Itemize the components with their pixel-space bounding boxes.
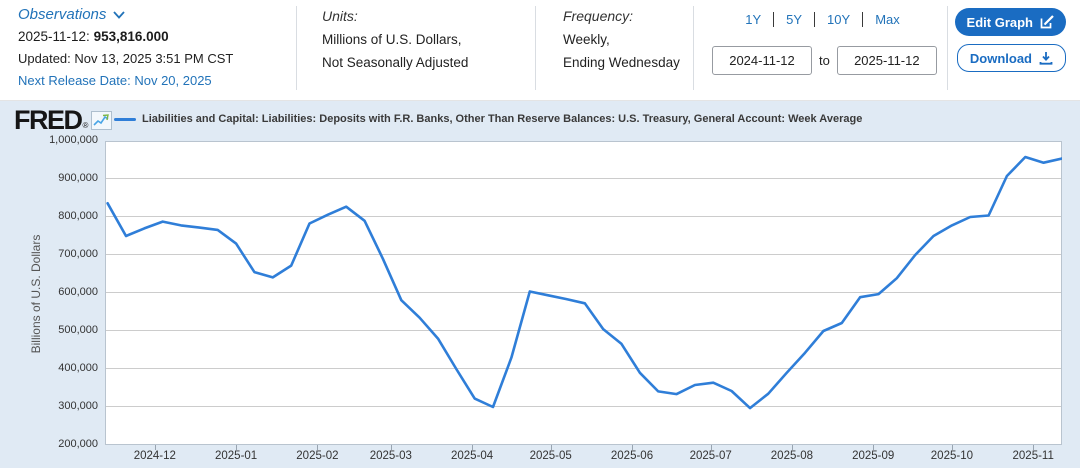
range-divider	[862, 12, 864, 27]
frequency-block: Frequency: Weekly, Ending Wednesday	[563, 8, 680, 70]
series-line[interactable]	[106, 155, 1064, 410]
plot-border	[105, 141, 1062, 445]
frequency-label: Frequency:	[563, 8, 634, 24]
legend-line-swatch	[114, 117, 136, 121]
x-tick-mark	[951, 445, 953, 450]
legend-label: Liabilities and Capital: Liabilities: De…	[142, 113, 863, 125]
updated-timestamp: Updated: Nov 13, 2025 3:51 PM CST	[18, 51, 234, 66]
x-tick-label: 2025-04	[450, 450, 494, 462]
range-button-max[interactable]: Max	[875, 12, 900, 27]
frequency-value-line1: Weekly,	[563, 32, 610, 47]
fred-logo-text: FRED	[14, 105, 83, 135]
y-tick-label: 900,000	[58, 172, 98, 184]
next-release-link[interactable]: Next Release Date: Nov 20, 2025	[18, 73, 212, 88]
chevron-down-icon	[113, 10, 126, 19]
x-tick-label: 2025-08	[770, 450, 813, 462]
y-tick-label: 500,000	[58, 324, 98, 336]
edit-icon	[1040, 15, 1054, 29]
y-tick-label: 800,000	[58, 210, 98, 222]
chart-plot[interactable]	[105, 141, 1064, 445]
observations-label: Observations	[18, 6, 107, 23]
x-tick-mark	[873, 445, 875, 450]
x-tick-label: 2025-02	[296, 450, 339, 462]
x-tick-label: 2025-06	[610, 450, 654, 462]
latest-observation-value: 953,816.000	[93, 29, 169, 44]
download-label: Download	[969, 50, 1032, 66]
chart-area: FRED ® Liabilities and Capital: Liabilit…	[0, 100, 1080, 468]
date-range-controls: to	[712, 46, 937, 75]
range-divider	[814, 12, 816, 27]
x-tick-mark	[791, 445, 793, 450]
edit-graph-label: Edit Graph	[966, 14, 1033, 30]
units-value-line1: Millions of U.S. Dollars,	[322, 32, 462, 47]
y-tick-label: 300,000	[58, 400, 98, 412]
y-tick-label: 700,000	[58, 248, 98, 260]
x-tick-label: 2025-11	[1012, 450, 1054, 462]
units-value-line2: Not Seasonally Adjusted	[322, 55, 469, 70]
x-tick-label: 2025-01	[214, 450, 258, 462]
y-tick-label: 600,000	[58, 286, 98, 298]
graph-header: Observations 2025-11-12: 953,816.000 Upd…	[0, 0, 1080, 100]
y-tick-label: 1,000,000	[49, 134, 98, 146]
x-tick-label: 2025-10	[930, 450, 973, 462]
edit-graph-button[interactable]: Edit Graph	[954, 8, 1066, 36]
range-button-1y[interactable]: 1Y	[745, 12, 762, 27]
range-button-10y[interactable]: 10Y	[827, 12, 851, 27]
x-tick-label: 2025-07	[689, 450, 732, 462]
y-tick-label: 200,000	[58, 438, 98, 450]
x-tick-mark	[632, 445, 633, 450]
series-line-chart[interactable]	[105, 141, 1064, 445]
fred-logo: FRED ®	[14, 105, 113, 136]
download-button[interactable]: Download	[956, 44, 1066, 72]
units-label: Units:	[322, 8, 358, 24]
registered-mark: ®	[82, 121, 89, 130]
x-tick-mark	[317, 445, 319, 450]
x-tick-mark	[472, 445, 474, 450]
observations-block: Observations 2025-11-12: 953,816.000 Upd…	[18, 6, 233, 88]
header-divider	[947, 6, 948, 90]
latest-observation-date: 2025-11-12:	[18, 29, 90, 44]
fred-chart-icon	[91, 111, 113, 130]
range-divider	[773, 12, 775, 27]
header-divider	[296, 6, 297, 90]
range-button-5y[interactable]: 5Y	[786, 12, 803, 27]
x-tick-mark	[710, 445, 712, 450]
date-to-input[interactable]	[836, 46, 937, 75]
units-block: Units: Millions of U.S. Dollars, Not Sea…	[322, 8, 468, 70]
download-icon	[1039, 52, 1053, 65]
x-tick-mark	[550, 445, 552, 450]
x-tick-mark	[236, 445, 238, 450]
x-tick-label: 2024-12	[133, 450, 176, 462]
header-divider	[693, 6, 694, 90]
x-tick-mark	[390, 445, 392, 450]
date-range-to-label: to	[819, 53, 830, 68]
frequency-value-line2: Ending Wednesday	[563, 55, 680, 70]
chart-legend[interactable]: Liabilities and Capital: Liabilities: De…	[114, 113, 862, 125]
x-tick-mark	[1033, 445, 1035, 450]
y-tick-label: 400,000	[58, 362, 98, 374]
range-selector: 1Y 5Y 10Y Max	[710, 12, 935, 27]
observations-dropdown[interactable]: Observations	[18, 6, 126, 23]
latest-observation: 2025-11-12: 953,816.000	[18, 29, 233, 44]
x-tick-label: 2025-09	[852, 450, 895, 462]
x-tick-label: 2025-05	[529, 450, 572, 462]
header-divider	[535, 6, 536, 90]
date-from-input[interactable]	[712, 46, 812, 75]
x-tick-mark	[154, 445, 156, 450]
x-tick-label: 2025-03	[369, 450, 412, 462]
